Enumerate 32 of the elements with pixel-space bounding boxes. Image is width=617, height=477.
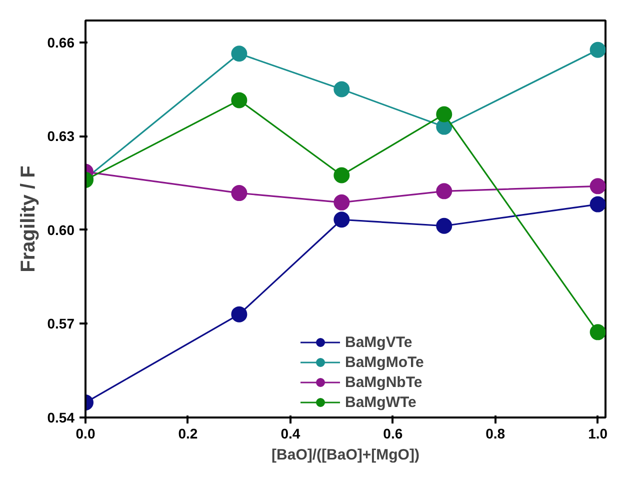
legend-label: BaMgWTe [345,394,416,410]
legend-label: BaMgVTe [345,334,412,350]
x-tick-label: 0.0 [76,426,96,442]
point [436,183,452,200]
x-axis-title: [BaO]/([BaO]+[MgO]) [272,446,420,464]
y-tick-label: 0.63 [47,128,75,144]
legend-label: BaMgMoTe [345,354,424,370]
point [231,306,248,322]
point [590,42,606,58]
y-tick-label: 0.60 [47,222,75,238]
point [590,178,606,194]
legend-label: BaMgNbTe [345,374,422,390]
point [590,324,606,340]
y-axis-title: Fragility / F [17,166,40,272]
point [334,167,350,184]
x-tick-label: 0.4 [280,426,300,442]
y-tick-label: 0.66 [47,34,75,50]
point [334,194,350,210]
y-tick-label: 0.57 [47,316,75,332]
point [590,196,606,212]
y-tick-label: 0.54 [47,410,75,426]
point [231,46,248,62]
x-tick-label: 0.2 [178,426,198,442]
x-tick-label: 1.0 [588,426,608,442]
point [436,106,452,122]
point [334,212,350,228]
x-tick-label: 0.8 [486,426,506,442]
point [231,92,248,108]
x-tick-label: 0.6 [383,426,403,442]
point [436,218,452,234]
point [334,81,350,98]
point [231,185,248,202]
